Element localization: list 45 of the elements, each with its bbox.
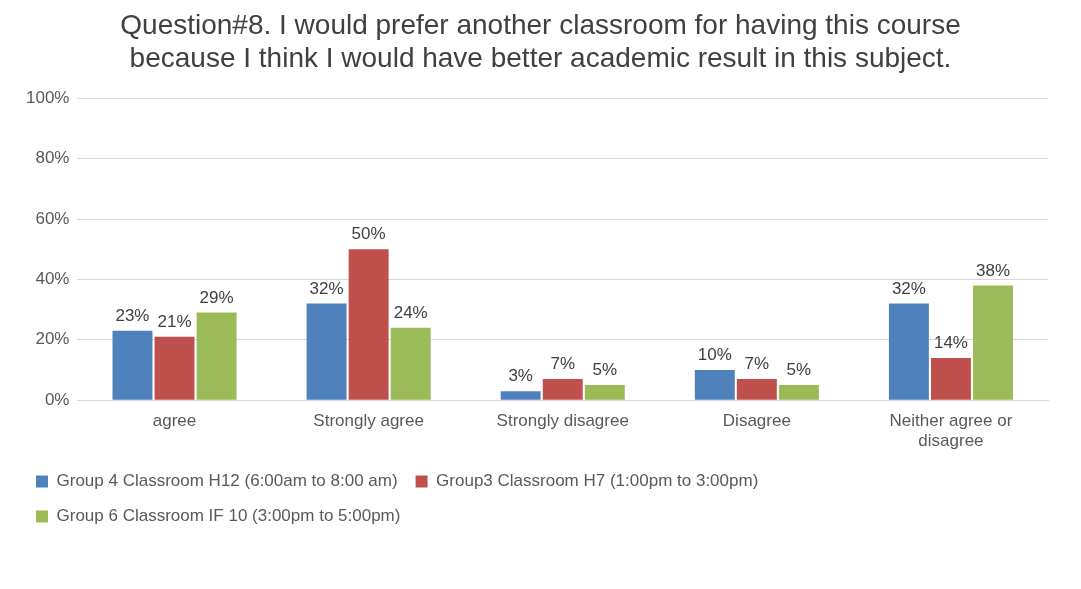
data-label: 29% [199, 287, 234, 307]
bar [348, 249, 389, 400]
bar [694, 370, 735, 400]
bar [500, 391, 541, 400]
y-tick-label: 100% [26, 87, 70, 107]
data-label: 38% [975, 260, 1011, 280]
bar [306, 303, 347, 400]
x-tick-label: Disagree [722, 411, 791, 431]
x-tick-label: Strongly agree [313, 411, 424, 431]
bar [584, 385, 625, 400]
data-label: 5% [592, 360, 618, 380]
legend-label: Group3 Classroom H7 (1:00pm to 3:00pm) [436, 471, 759, 491]
data-label: 3% [508, 366, 533, 386]
bar [154, 336, 195, 400]
data-label: 24% [393, 302, 428, 322]
data-label: 10% [697, 345, 732, 365]
bar [930, 357, 971, 400]
data-label: 50% [351, 224, 386, 244]
x-tick-label: agree [152, 411, 197, 431]
x-tick-label: Strongly disagree [496, 411, 629, 431]
legend-label: Group 6 Classroom IF 10 (3:00pm to 5:00pm) [56, 506, 401, 526]
bar [973, 285, 1013, 400]
bar [778, 385, 819, 400]
bar [112, 330, 153, 400]
x-tick-label: Neither agree or disagree [889, 411, 1013, 451]
data-label: 21% [157, 311, 192, 331]
bar [196, 312, 237, 400]
data-label: 32% [309, 278, 344, 298]
data-label: 7% [550, 354, 576, 374]
y-tick-label: 20% [35, 329, 70, 349]
data-label: 14% [933, 333, 968, 353]
data-label: 32% [891, 278, 926, 298]
legend-label: Group 4 Classroom H12 (6:00am to 8:00 am) [56, 471, 398, 491]
data-label: 5% [786, 360, 812, 380]
bar [888, 303, 929, 400]
y-tick-label: 0% [44, 389, 70, 409]
bar [542, 379, 583, 400]
y-tick-label: 40% [35, 269, 70, 289]
bar [390, 327, 431, 400]
chart-title: Question#8. I would prefer another classroom for having this course because I think I would have better academic result in this subject. [119, 8, 962, 74]
data-label: 23% [115, 305, 150, 325]
bar [736, 379, 777, 400]
y-tick-label: 60% [35, 208, 70, 228]
data-label: 7% [744, 354, 770, 374]
y-tick-label: 80% [35, 148, 70, 168]
